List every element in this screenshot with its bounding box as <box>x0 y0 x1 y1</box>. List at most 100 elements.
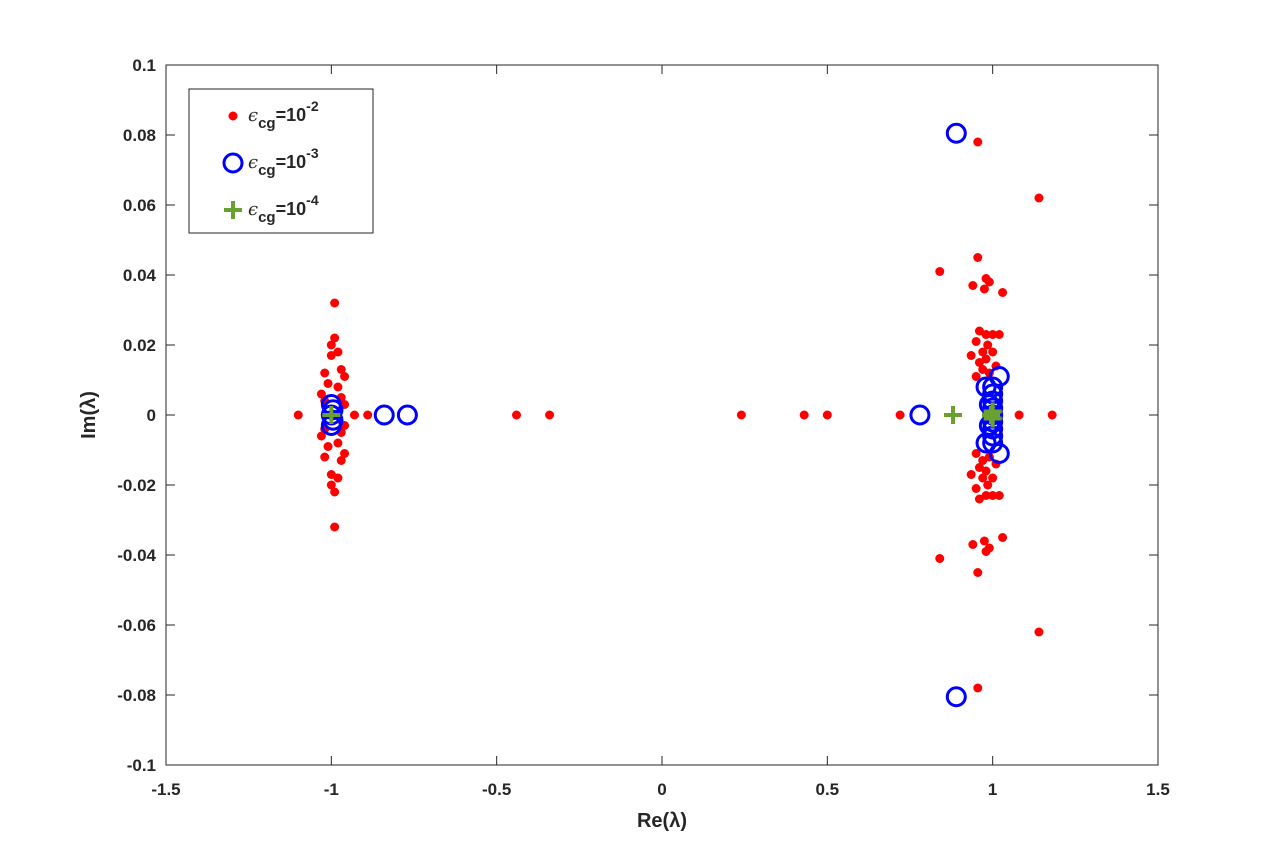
data-point <box>968 540 978 549</box>
data-point <box>973 568 983 577</box>
legend-label: ϵcg=10-2 <box>248 98 319 132</box>
y-tick-label: -0.08 <box>117 686 156 705</box>
data-point <box>998 533 1008 542</box>
data-point <box>316 389 326 399</box>
legend-label: ϵcg=10-3 <box>248 145 319 179</box>
data-point <box>968 281 978 290</box>
data-point <box>326 480 336 490</box>
data-point <box>966 351 976 360</box>
data-point <box>981 466 991 476</box>
data-point <box>945 122 967 144</box>
data-point <box>512 410 522 420</box>
x-tick-label: -0.5 <box>482 780 511 799</box>
axis-ticks <box>165 64 1159 766</box>
data-point <box>330 298 340 308</box>
data-point <box>973 683 983 693</box>
series-plus <box>322 402 1002 428</box>
data-point <box>316 431 326 441</box>
data-point <box>974 494 984 504</box>
data-point <box>971 484 981 493</box>
y-tick-label: -0.06 <box>117 616 156 635</box>
data-point <box>363 410 373 420</box>
data-point <box>974 358 984 367</box>
data-point <box>333 438 343 448</box>
legend: ϵcg=10-2 ϵcg=10-3 ϵcg=10-4 <box>188 88 374 234</box>
data-point <box>333 382 343 392</box>
data-point <box>326 340 336 350</box>
data-point <box>373 404 395 426</box>
data-point <box>978 365 988 374</box>
data-point <box>1014 410 1024 420</box>
data-point <box>736 410 746 420</box>
data-point <box>984 277 994 287</box>
data-point <box>396 404 418 426</box>
data-point <box>998 288 1008 297</box>
data-point <box>988 491 998 500</box>
data-point <box>978 456 988 465</box>
data-point <box>988 347 998 357</box>
data-point <box>323 442 333 451</box>
data-point <box>971 337 981 346</box>
legend-marker <box>228 111 238 121</box>
x-tick-label: 1 <box>988 780 997 799</box>
legend-label: ϵcg=10-4 <box>248 192 319 226</box>
data-point <box>349 410 359 420</box>
data-point <box>983 409 1002 428</box>
data-point <box>326 351 336 360</box>
y-tick-label: 0.04 <box>123 266 157 285</box>
legend-marker <box>224 201 242 219</box>
y-tick-label: -0.04 <box>117 546 156 565</box>
data-point <box>323 379 333 388</box>
data-point <box>935 267 945 276</box>
data-point <box>973 137 983 147</box>
data-point <box>1034 627 1044 637</box>
data-point <box>545 410 555 420</box>
data-point <box>1034 193 1044 203</box>
data-point <box>983 480 993 490</box>
axis-tick-labels: -1.5 -1 -0.5 0 0.5 1 1.5 -0.1 -0.08 -0.06 -0.04 -0.… <box>117 56 1170 799</box>
data-point <box>1047 410 1057 420</box>
data-point <box>966 470 976 479</box>
data-point <box>978 473 988 483</box>
data-point <box>945 686 967 708</box>
data-point <box>799 410 809 420</box>
y-tick-label: -0.02 <box>117 476 156 495</box>
data-point <box>336 456 346 465</box>
data-point <box>322 406 341 424</box>
data-point <box>333 347 343 357</box>
data-point <box>979 536 989 546</box>
data-point <box>981 491 991 500</box>
data-point <box>336 365 346 374</box>
data-point <box>981 354 991 364</box>
data-point <box>330 487 340 497</box>
x-tick-label: -1 <box>324 780 339 799</box>
data-point <box>330 333 340 343</box>
data-point <box>994 330 1004 339</box>
data-point <box>984 543 994 553</box>
data-point <box>895 410 905 420</box>
x-tick-label: 1.5 <box>1146 780 1170 799</box>
data-point <box>988 443 1010 464</box>
data-point <box>320 368 330 378</box>
data-point <box>320 452 330 462</box>
data-point <box>822 410 832 420</box>
data-point <box>971 449 981 458</box>
x-tick-label: -1.5 <box>151 780 180 799</box>
data-point <box>974 326 984 336</box>
data-point <box>909 404 931 426</box>
data-point <box>988 366 1010 387</box>
y-axis-title: Im(λ) <box>78 391 100 439</box>
data-point <box>978 347 988 357</box>
legend-box <box>188 88 374 234</box>
x-tick-label: 0.5 <box>816 780 840 799</box>
data-point <box>935 554 945 563</box>
data-point <box>979 284 989 294</box>
y-tick-label: 0 <box>147 406 156 425</box>
data-point <box>988 330 998 339</box>
y-tick-label: -0.1 <box>127 756 156 775</box>
data-point <box>333 473 343 483</box>
y-tick-label: 0.02 <box>123 336 156 355</box>
data-point <box>326 470 336 479</box>
data-point <box>340 372 350 381</box>
